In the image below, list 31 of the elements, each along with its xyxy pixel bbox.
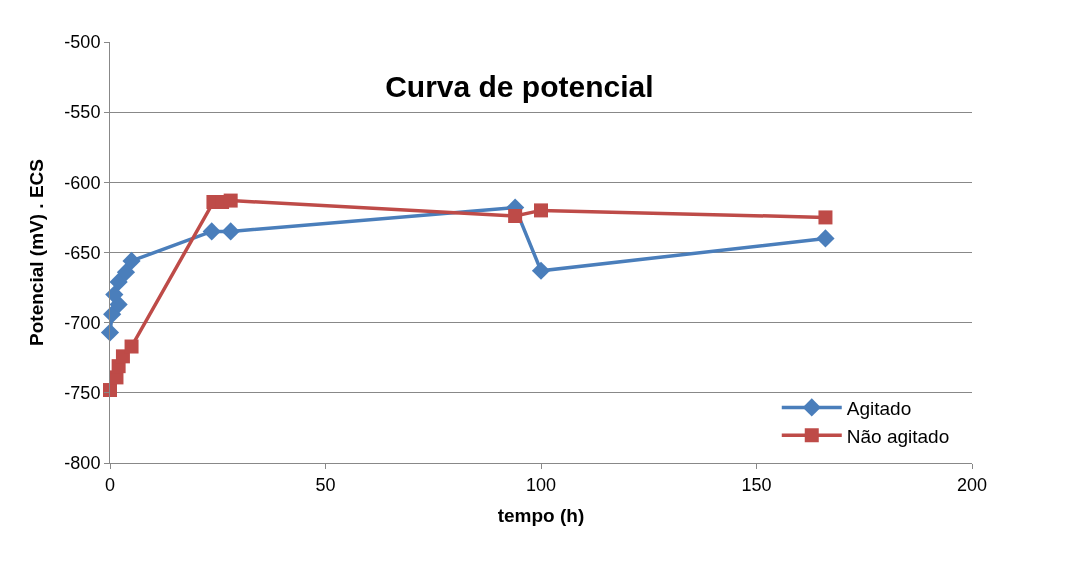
x-tick-label: 200 [956, 474, 988, 495]
point [103, 305, 122, 324]
point [122, 251, 141, 271]
point [818, 210, 833, 225]
point [103, 383, 117, 398]
point [223, 193, 238, 208]
y-tick-label: -600 [64, 172, 101, 193]
point [109, 272, 128, 292]
x-tick-label: 150 [741, 474, 772, 495]
point [124, 339, 139, 354]
legend-label: Agitado [846, 397, 912, 419]
point [221, 222, 240, 241]
text: Curva de potencial [385, 69, 654, 103]
point [116, 263, 136, 282]
y-axis-title: Potencial (mV) . ECS [26, 159, 48, 346]
point [531, 261, 551, 280]
x-tick-label: 50 [315, 474, 336, 495]
x-tick-label: 100 [525, 474, 557, 495]
y-tick-label: -650 [64, 242, 101, 263]
y-tick-label: -500 [64, 32, 101, 53]
y-tick-label: -800 [64, 453, 101, 474]
x-tick-label: 0 [104, 474, 116, 495]
y-tick-label: -550 [64, 102, 101, 123]
y-tick-label: -750 [64, 383, 101, 404]
x-axis-title: tempo (h) [497, 505, 585, 527]
point [534, 203, 548, 218]
y-tick-label: -700 [64, 312, 101, 333]
point [508, 209, 523, 224]
point [202, 222, 221, 241]
legend-label: Não agitado [846, 425, 950, 447]
point [816, 229, 835, 248]
